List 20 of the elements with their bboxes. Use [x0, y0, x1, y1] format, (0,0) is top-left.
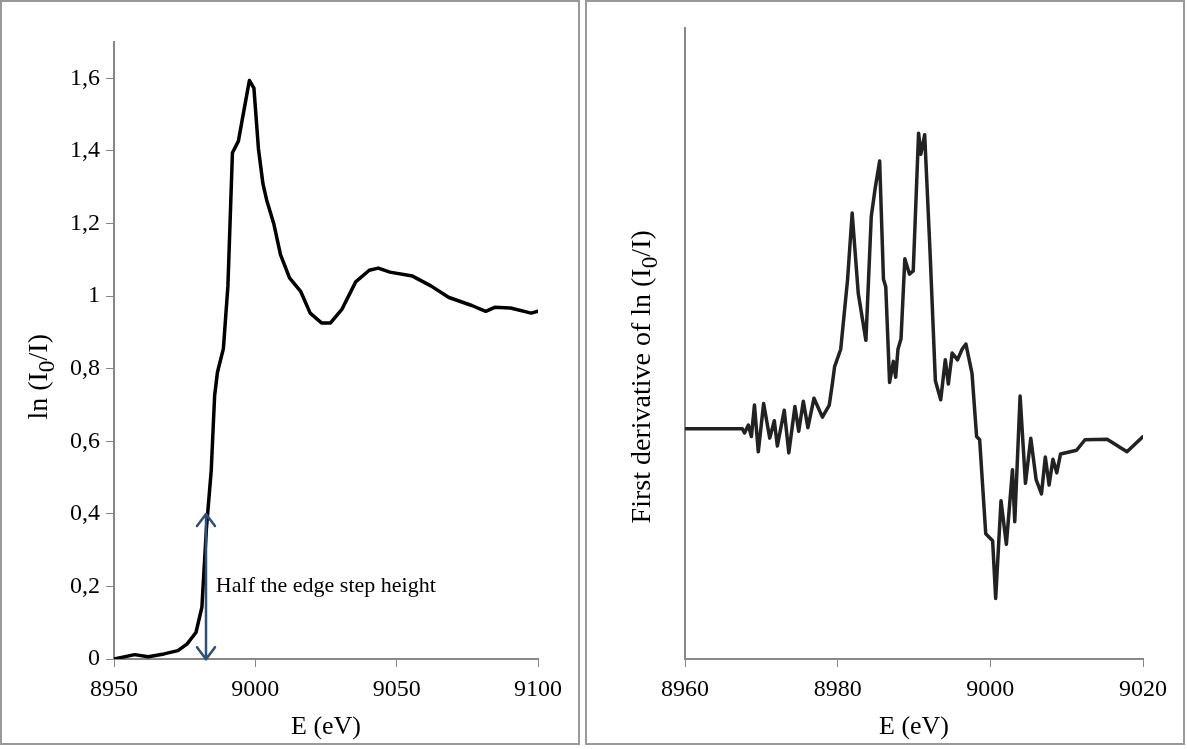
y-tick-label: 0 — [88, 644, 100, 671]
x-axis-title: E (eV) — [290, 711, 362, 741]
x-tick-label: 8980 — [813, 674, 862, 701]
y-tick-label: 1 — [88, 281, 100, 308]
y-tick-label: 0,8 — [70, 353, 100, 380]
y-tick-label: 1,4 — [70, 136, 100, 163]
y-tick-label: 0,6 — [70, 426, 100, 453]
y-tick-label: 1,2 — [70, 208, 100, 235]
y-tick-label: 1,6 — [70, 63, 100, 90]
x-tick-label: 9020 — [1119, 674, 1167, 701]
annotation: Half the edge step height — [215, 572, 436, 598]
x-tick-label: 9100 — [514, 674, 562, 701]
x-tick-label: 9000 — [231, 674, 280, 701]
x-tick-label: 8960 — [661, 674, 709, 701]
y-tick-label: 0,4 — [70, 499, 100, 526]
x-tick-label: 9000 — [966, 674, 1015, 701]
x-tick-label: 9050 — [372, 674, 421, 701]
x-axis-title: E (eV) — [878, 711, 950, 741]
x-tick-label: 8950 — [90, 674, 138, 701]
y-tick-label: 0,2 — [70, 571, 100, 598]
